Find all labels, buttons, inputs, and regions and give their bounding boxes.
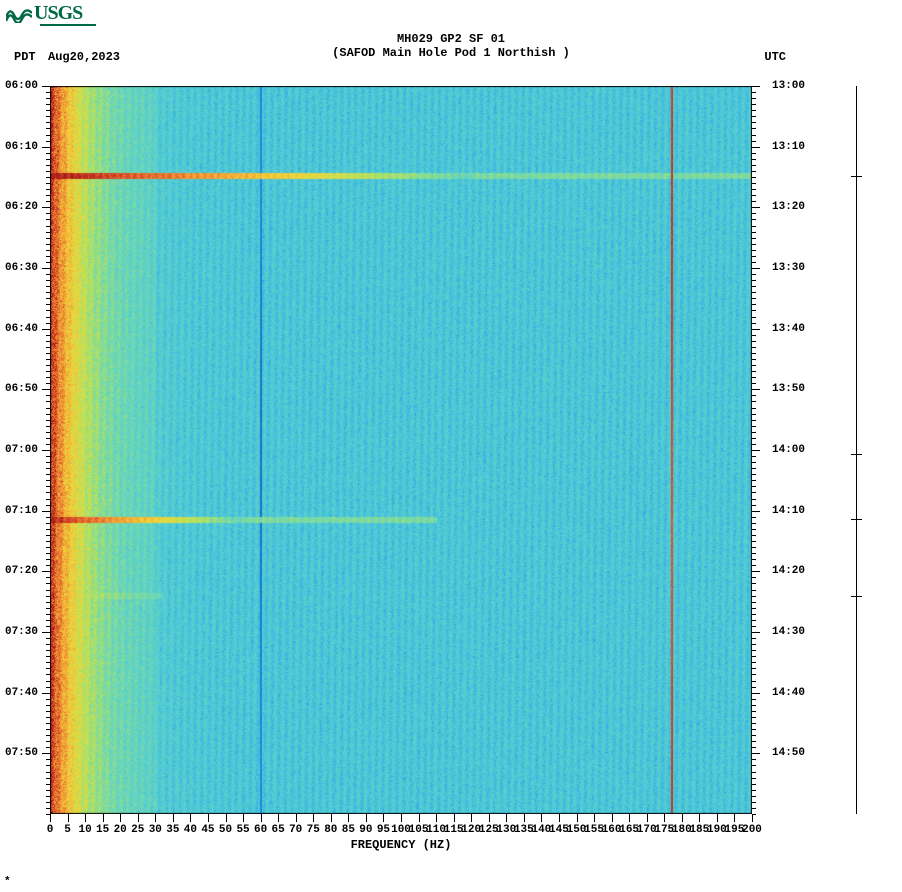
- spectrogram-plot: [50, 86, 752, 814]
- x-tick: 35: [166, 824, 179, 836]
- usgs-logo-text: USGS: [34, 2, 82, 25]
- usgs-logo: USGS: [6, 2, 82, 25]
- event-ruler: [856, 86, 857, 814]
- y-tick-right: 14:00: [772, 444, 805, 456]
- pdt-tz-label: PDT: [14, 50, 36, 64]
- x-tick: 75: [307, 824, 320, 836]
- spectrogram-canvas: [50, 86, 752, 814]
- x-tick: 80: [324, 824, 337, 836]
- y-tick-left: 06:50: [5, 383, 38, 395]
- x-tick: 60: [254, 824, 267, 836]
- y-tick-right: 14:40: [772, 687, 805, 699]
- y-tick-right: 13:40: [772, 323, 805, 335]
- y-tick-left: 06:10: [5, 141, 38, 153]
- x-tick: 50: [219, 824, 232, 836]
- x-tick: 0: [47, 824, 54, 836]
- y-tick-right: 14:50: [772, 747, 805, 759]
- x-tick: 200: [742, 824, 762, 836]
- x-tick: 90: [359, 824, 372, 836]
- y-tick-left: 06:30: [5, 262, 38, 274]
- y-tick-left: 06:40: [5, 323, 38, 335]
- y-tick-left: 07:20: [5, 565, 38, 577]
- x-axis: FREQUENCY (HZ) 05 10 15 20 25 30 35 40 45 50 55 60 6…: [50, 814, 752, 854]
- x-tick: 30: [149, 824, 162, 836]
- utc-tz-label: UTC: [764, 50, 786, 64]
- x-tick: 70: [289, 824, 302, 836]
- y-tick-right: 14:30: [772, 626, 805, 638]
- y-tick-left: 06:20: [5, 201, 38, 213]
- y-tick-right: 13:00: [772, 80, 805, 92]
- y-axis-left: 06:0006:1006:2006:3006:4006:5007:0007:10…: [0, 86, 50, 814]
- x-tick: 10: [78, 824, 91, 836]
- x-tick: 95: [377, 824, 390, 836]
- x-tick: 55: [236, 824, 249, 836]
- x-tick: 5: [64, 824, 71, 836]
- y-tick-right: 13:10: [772, 141, 805, 153]
- usgs-wave-icon: [6, 5, 32, 23]
- y-axis-right: 13:0013:1013:2013:3013:4013:5014:0014:10…: [752, 86, 814, 814]
- y-tick-left: 06:00: [5, 80, 38, 92]
- plot-header: MH029 GP2 SF 01 (SAFOD Main Hole Pod 1 N…: [0, 32, 902, 60]
- x-tick: 85: [342, 824, 355, 836]
- y-tick-left: 07:10: [5, 505, 38, 517]
- ruler-event-mark: [851, 519, 862, 520]
- x-tick: 20: [114, 824, 127, 836]
- y-tick-left: 07:00: [5, 444, 38, 456]
- x-tick: 25: [131, 824, 144, 836]
- corner-mark: *: [4, 876, 11, 888]
- y-tick-right: 13:50: [772, 383, 805, 395]
- usgs-underline: [40, 24, 96, 26]
- y-tick-right: 13:20: [772, 201, 805, 213]
- y-tick-right: 14:10: [772, 505, 805, 517]
- date-label: Aug20,2023: [48, 50, 120, 64]
- y-tick-left: 07:40: [5, 687, 38, 699]
- x-tick: 45: [201, 824, 214, 836]
- y-tick-right: 13:30: [772, 262, 805, 274]
- ruler-event-mark: [851, 176, 862, 177]
- y-tick-left: 07:30: [5, 626, 38, 638]
- plot-title-1: MH029 GP2 SF 01: [0, 32, 902, 46]
- x-tick: 40: [184, 824, 197, 836]
- y-tick-left: 07:50: [5, 747, 38, 759]
- ruler-event-mark: [851, 596, 862, 597]
- x-tick: 15: [96, 824, 109, 836]
- ruler-event-mark: [851, 454, 862, 455]
- x-axis-label: FREQUENCY (HZ): [50, 838, 752, 852]
- x-tick: 65: [272, 824, 285, 836]
- y-tick-right: 14:20: [772, 565, 805, 577]
